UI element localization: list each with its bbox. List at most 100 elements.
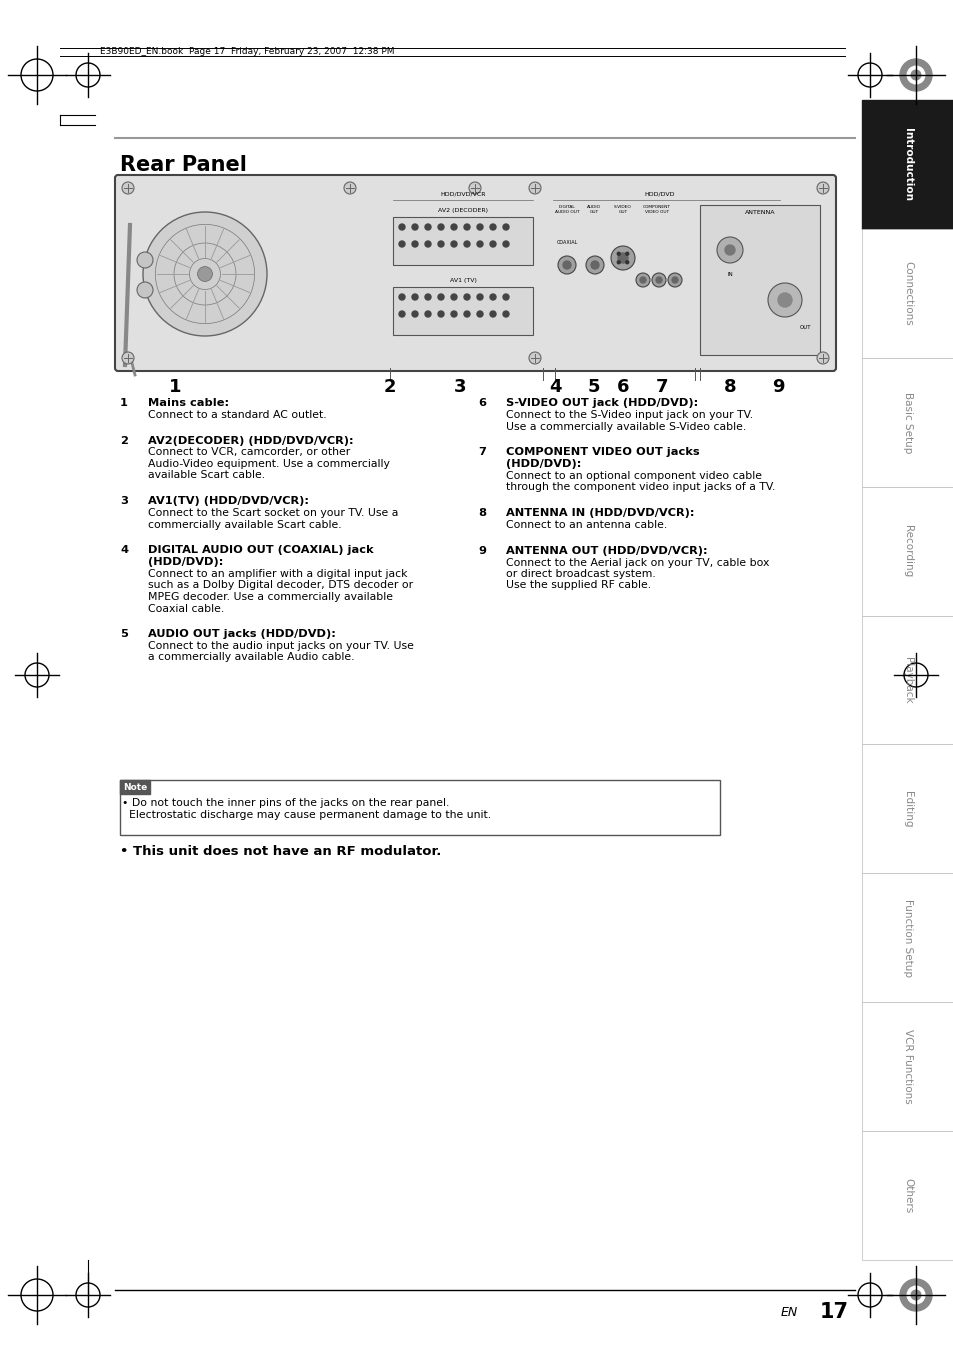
Circle shape bbox=[899, 1279, 931, 1310]
Circle shape bbox=[424, 311, 431, 317]
Text: Use the supplied RF cable.: Use the supplied RF cable. bbox=[505, 581, 651, 590]
Text: Electrostatic discharge may cause permanent damage to the unit.: Electrostatic discharge may cause perman… bbox=[122, 811, 491, 820]
Text: Connect to the S-Video input jack on your TV.: Connect to the S-Video input jack on you… bbox=[505, 409, 752, 420]
Text: DIGITAL AUDIO OUT (COAXIAL) jack: DIGITAL AUDIO OUT (COAXIAL) jack bbox=[148, 544, 374, 555]
Bar bbox=[862, 873, 953, 1002]
Text: COMPONENT
VIDEO OUT: COMPONENT VIDEO OUT bbox=[642, 205, 670, 213]
Circle shape bbox=[724, 245, 734, 255]
Text: 6: 6 bbox=[477, 399, 485, 408]
Circle shape bbox=[656, 277, 661, 282]
Circle shape bbox=[767, 282, 801, 317]
Bar bbox=[120, 780, 150, 794]
Circle shape bbox=[717, 236, 742, 263]
Circle shape bbox=[437, 240, 443, 247]
Circle shape bbox=[671, 277, 678, 282]
Text: Connect to a standard AC outlet.: Connect to a standard AC outlet. bbox=[148, 409, 326, 420]
Circle shape bbox=[424, 224, 431, 230]
Text: Connect to the Scart socket on your TV. Use a: Connect to the Scart socket on your TV. … bbox=[148, 508, 398, 517]
Circle shape bbox=[558, 255, 576, 274]
Circle shape bbox=[476, 224, 482, 230]
Text: AUDIO OUT jacks (HDD/DVD):: AUDIO OUT jacks (HDD/DVD): bbox=[148, 630, 335, 639]
Circle shape bbox=[490, 224, 496, 230]
Text: 8: 8 bbox=[477, 508, 485, 517]
Text: AV2 (DECODER): AV2 (DECODER) bbox=[437, 208, 488, 213]
Circle shape bbox=[122, 353, 133, 363]
Circle shape bbox=[469, 182, 480, 195]
Bar bbox=[862, 228, 953, 358]
Circle shape bbox=[463, 295, 470, 300]
Text: Connect to the Aerial jack on your TV, cable box: Connect to the Aerial jack on your TV, c… bbox=[505, 558, 768, 567]
Circle shape bbox=[618, 253, 627, 263]
Text: Mains cable:: Mains cable: bbox=[148, 399, 229, 408]
Text: commercially available Scart cable.: commercially available Scart cable. bbox=[148, 520, 341, 530]
Text: Note: Note bbox=[123, 782, 147, 792]
Circle shape bbox=[617, 253, 619, 255]
Circle shape bbox=[424, 295, 431, 300]
Text: Playback: Playback bbox=[902, 657, 912, 704]
Circle shape bbox=[502, 224, 509, 230]
Text: 5: 5 bbox=[120, 630, 128, 639]
Text: Use a commercially available S-Video cable.: Use a commercially available S-Video cab… bbox=[505, 422, 745, 431]
Text: Editing: Editing bbox=[902, 790, 912, 827]
Text: through the component video input jacks of a TV.: through the component video input jacks … bbox=[505, 482, 775, 493]
Bar bbox=[862, 744, 953, 873]
Text: EN: EN bbox=[780, 1305, 797, 1319]
Bar bbox=[862, 616, 953, 744]
Circle shape bbox=[490, 311, 496, 317]
Circle shape bbox=[610, 246, 635, 270]
Circle shape bbox=[490, 240, 496, 247]
Text: Connect to an antenna cable.: Connect to an antenna cable. bbox=[505, 520, 666, 530]
Circle shape bbox=[412, 295, 417, 300]
Text: Recording: Recording bbox=[902, 526, 912, 577]
Circle shape bbox=[910, 1290, 920, 1300]
Text: ANTENNA: ANTENNA bbox=[744, 209, 775, 215]
Bar bbox=[862, 1131, 953, 1260]
Text: 6: 6 bbox=[616, 378, 629, 396]
Circle shape bbox=[476, 311, 482, 317]
Text: OUT: OUT bbox=[800, 326, 811, 330]
Circle shape bbox=[639, 277, 645, 282]
Text: MPEG decoder. Use a commercially available: MPEG decoder. Use a commercially availab… bbox=[148, 592, 393, 603]
Circle shape bbox=[122, 182, 133, 195]
Text: Audio-Video equipment. Use a commercially: Audio-Video equipment. Use a commerciall… bbox=[148, 459, 390, 469]
Text: a commercially available Audio cable.: a commercially available Audio cable. bbox=[148, 653, 355, 662]
Text: 7: 7 bbox=[477, 447, 485, 457]
Bar bbox=[862, 100, 953, 228]
Circle shape bbox=[398, 311, 405, 317]
Text: ANTENNA OUT (HDD/DVD/VCR):: ANTENNA OUT (HDD/DVD/VCR): bbox=[505, 546, 707, 555]
Text: HDD/DVD: HDD/DVD bbox=[644, 192, 675, 197]
Text: COMPONENT VIDEO OUT jacks: COMPONENT VIDEO OUT jacks bbox=[505, 447, 699, 457]
Circle shape bbox=[344, 182, 355, 195]
Bar bbox=[393, 286, 533, 335]
Text: (HDD/DVD):: (HDD/DVD): bbox=[505, 459, 580, 469]
Circle shape bbox=[651, 273, 665, 286]
Text: AV2(DECODER) (HDD/DVD/VCR):: AV2(DECODER) (HDD/DVD/VCR): bbox=[148, 435, 354, 446]
Text: 3: 3 bbox=[454, 378, 466, 396]
Circle shape bbox=[529, 353, 540, 363]
Text: Connect to an amplifier with a digital input jack: Connect to an amplifier with a digital i… bbox=[148, 569, 407, 580]
Circle shape bbox=[398, 240, 405, 247]
Bar bbox=[700, 205, 820, 355]
Text: 8: 8 bbox=[723, 378, 736, 396]
Circle shape bbox=[585, 255, 603, 274]
Circle shape bbox=[143, 212, 267, 336]
Circle shape bbox=[137, 253, 152, 267]
Bar bbox=[120, 780, 720, 835]
Text: 2: 2 bbox=[120, 435, 128, 446]
Text: AV1(TV) (HDD/DVD/VCR):: AV1(TV) (HDD/DVD/VCR): bbox=[148, 496, 309, 507]
Circle shape bbox=[490, 295, 496, 300]
Circle shape bbox=[529, 182, 540, 195]
Circle shape bbox=[816, 353, 828, 363]
Text: AV1 (TV): AV1 (TV) bbox=[449, 278, 476, 282]
Circle shape bbox=[816, 182, 828, 195]
Circle shape bbox=[437, 295, 443, 300]
Text: Connect to the audio input jacks on your TV. Use: Connect to the audio input jacks on your… bbox=[148, 640, 414, 651]
Text: Rear Panel: Rear Panel bbox=[120, 155, 247, 176]
Text: 1: 1 bbox=[120, 399, 128, 408]
Text: 2: 2 bbox=[383, 378, 395, 396]
Circle shape bbox=[476, 240, 482, 247]
Text: • Do not touch the inner pins of the jacks on the rear panel.: • Do not touch the inner pins of the jac… bbox=[122, 798, 449, 808]
Text: such as a Dolby Digital decoder, DTS decoder or: such as a Dolby Digital decoder, DTS dec… bbox=[148, 581, 413, 590]
Text: or direct broadcast system.: or direct broadcast system. bbox=[505, 569, 655, 580]
Text: HDD/DVD/VCR: HDD/DVD/VCR bbox=[439, 192, 485, 197]
